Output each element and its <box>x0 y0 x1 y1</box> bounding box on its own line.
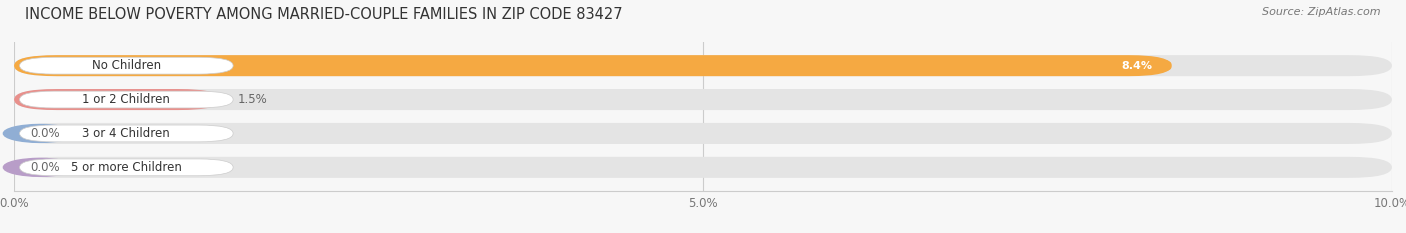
Text: 1 or 2 Children: 1 or 2 Children <box>83 93 170 106</box>
Text: 1.5%: 1.5% <box>238 93 267 106</box>
FancyBboxPatch shape <box>14 157 1392 178</box>
FancyBboxPatch shape <box>14 55 1171 76</box>
FancyBboxPatch shape <box>14 89 1392 110</box>
FancyBboxPatch shape <box>20 57 233 74</box>
FancyBboxPatch shape <box>14 123 1392 144</box>
FancyBboxPatch shape <box>14 89 221 110</box>
Text: 0.0%: 0.0% <box>31 161 60 174</box>
Text: 8.4%: 8.4% <box>1122 61 1153 71</box>
Text: 5 or more Children: 5 or more Children <box>70 161 181 174</box>
FancyBboxPatch shape <box>14 55 1392 76</box>
FancyBboxPatch shape <box>20 159 233 176</box>
Circle shape <box>3 158 76 176</box>
Text: INCOME BELOW POVERTY AMONG MARRIED-COUPLE FAMILIES IN ZIP CODE 83427: INCOME BELOW POVERTY AMONG MARRIED-COUPL… <box>25 7 623 22</box>
FancyBboxPatch shape <box>20 91 233 108</box>
Text: No Children: No Children <box>91 59 160 72</box>
Text: 3 or 4 Children: 3 or 4 Children <box>83 127 170 140</box>
FancyBboxPatch shape <box>1102 58 1171 73</box>
Text: Source: ZipAtlas.com: Source: ZipAtlas.com <box>1263 7 1381 17</box>
FancyBboxPatch shape <box>20 125 233 142</box>
Text: 0.0%: 0.0% <box>31 127 60 140</box>
Circle shape <box>3 124 76 142</box>
